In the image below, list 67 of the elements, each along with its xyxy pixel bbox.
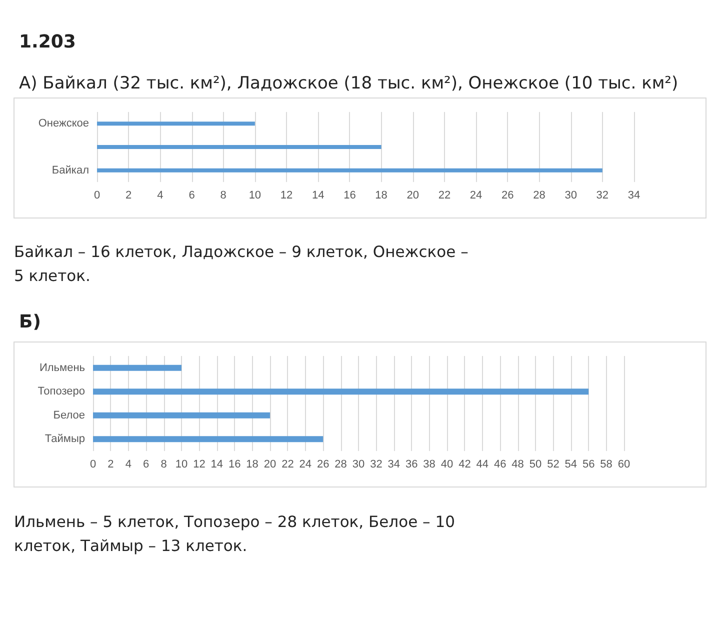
x-tick-label: 18 bbox=[246, 458, 258, 470]
x-tick-label: 56 bbox=[582, 458, 595, 470]
chart-title: 1.203 bbox=[19, 32, 76, 52]
x-tick-label: 14 bbox=[210, 458, 224, 470]
x-tick-label: 2 bbox=[108, 458, 114, 470]
x-tick-label: 4 bbox=[157, 190, 164, 202]
x-tick-label: 54 bbox=[564, 458, 578, 470]
y-tick-label: Байкал bbox=[52, 164, 89, 176]
x-tick-label: 32 bbox=[596, 190, 609, 202]
x-tick-label: 58 bbox=[600, 458, 612, 470]
chart-subtitle: А) Байкал (32 тыс. км²), Ладожское (18 тыс. км²), Онежское (10 тыс. км²) bbox=[19, 74, 678, 94]
x-tick-label: 26 bbox=[502, 190, 514, 202]
x-tick-label: 30 bbox=[352, 458, 365, 470]
x-tick-label: 28 bbox=[334, 458, 347, 470]
bar bbox=[93, 436, 324, 442]
x-tick-label: 10 bbox=[248, 190, 262, 202]
y-tick-label: Топозеро bbox=[38, 386, 85, 398]
bar bbox=[97, 145, 382, 149]
x-tick-label: 44 bbox=[476, 458, 489, 470]
x-tick-label: 12 bbox=[193, 458, 206, 470]
x-tick-label: 42 bbox=[458, 458, 471, 470]
y-tick-label: Белое bbox=[53, 409, 85, 422]
x-tick-label: 0 bbox=[90, 458, 96, 470]
x-tick-label: 24 bbox=[299, 458, 312, 470]
x-tick-label: 40 bbox=[440, 458, 454, 470]
x-tick-label: 12 bbox=[280, 190, 293, 202]
x-tick-label: 4 bbox=[125, 458, 132, 470]
x-tick-label: 0 bbox=[94, 190, 100, 202]
x-tick-label: 26 bbox=[316, 458, 330, 470]
x-tick-label: 28 bbox=[533, 190, 546, 202]
x-tick-label: 48 bbox=[512, 458, 524, 470]
x-tick-label: 22 bbox=[282, 458, 294, 470]
y-tick-label: Таймыр bbox=[44, 433, 85, 446]
bar bbox=[93, 388, 589, 395]
bar bbox=[93, 412, 270, 418]
x-tick-label: 36 bbox=[405, 458, 418, 470]
x-tick-label: 8 bbox=[220, 190, 226, 202]
text: Байкал – 16 клеток, Ладожское – 9 клеток, Онежское – 5 клеток. bbox=[14, 243, 474, 285]
x-tick-label: 20 bbox=[406, 190, 420, 202]
x-tick-label: 52 bbox=[547, 458, 560, 470]
y-tick-label: Онежское bbox=[38, 118, 89, 130]
x-tick-label: 14 bbox=[312, 190, 324, 202]
x-tick-label: 8 bbox=[160, 458, 167, 470]
x-tick-label: 34 bbox=[628, 190, 640, 202]
x-tick-label: 38 bbox=[423, 458, 436, 470]
x-tick-label: 22 bbox=[438, 190, 451, 202]
bar bbox=[97, 122, 255, 126]
x-tick-label: 2 bbox=[126, 190, 132, 202]
x-tick-label: 20 bbox=[264, 458, 276, 470]
bar bbox=[93, 364, 182, 371]
x-tick-label: 6 bbox=[143, 458, 150, 470]
x-tick-label: 30 bbox=[564, 190, 577, 202]
y-tick-label: Ильмень bbox=[39, 362, 86, 374]
x-tick-label: 32 bbox=[370, 458, 382, 470]
bar bbox=[97, 168, 602, 172]
x-tick-label: 46 bbox=[494, 458, 506, 470]
x-tick-label: 60 bbox=[618, 458, 630, 470]
x-tick-label: 16 bbox=[228, 458, 241, 470]
x-tick-label: 24 bbox=[470, 190, 482, 202]
x-tick-label: 34 bbox=[388, 458, 400, 470]
chart-title: Б) bbox=[19, 312, 41, 332]
x-tick-label: 16 bbox=[344, 190, 356, 202]
x-tick-label: 6 bbox=[188, 190, 195, 202]
x-tick-label: 18 bbox=[375, 190, 388, 202]
text: Ильмень – 5 клеток, Топозеро – 28 клеток, Белое – 10 клеток, Таймыр – 13 клеток. bbox=[14, 513, 460, 555]
x-tick-label: 50 bbox=[529, 458, 542, 470]
x-tick-label: 10 bbox=[175, 458, 188, 470]
